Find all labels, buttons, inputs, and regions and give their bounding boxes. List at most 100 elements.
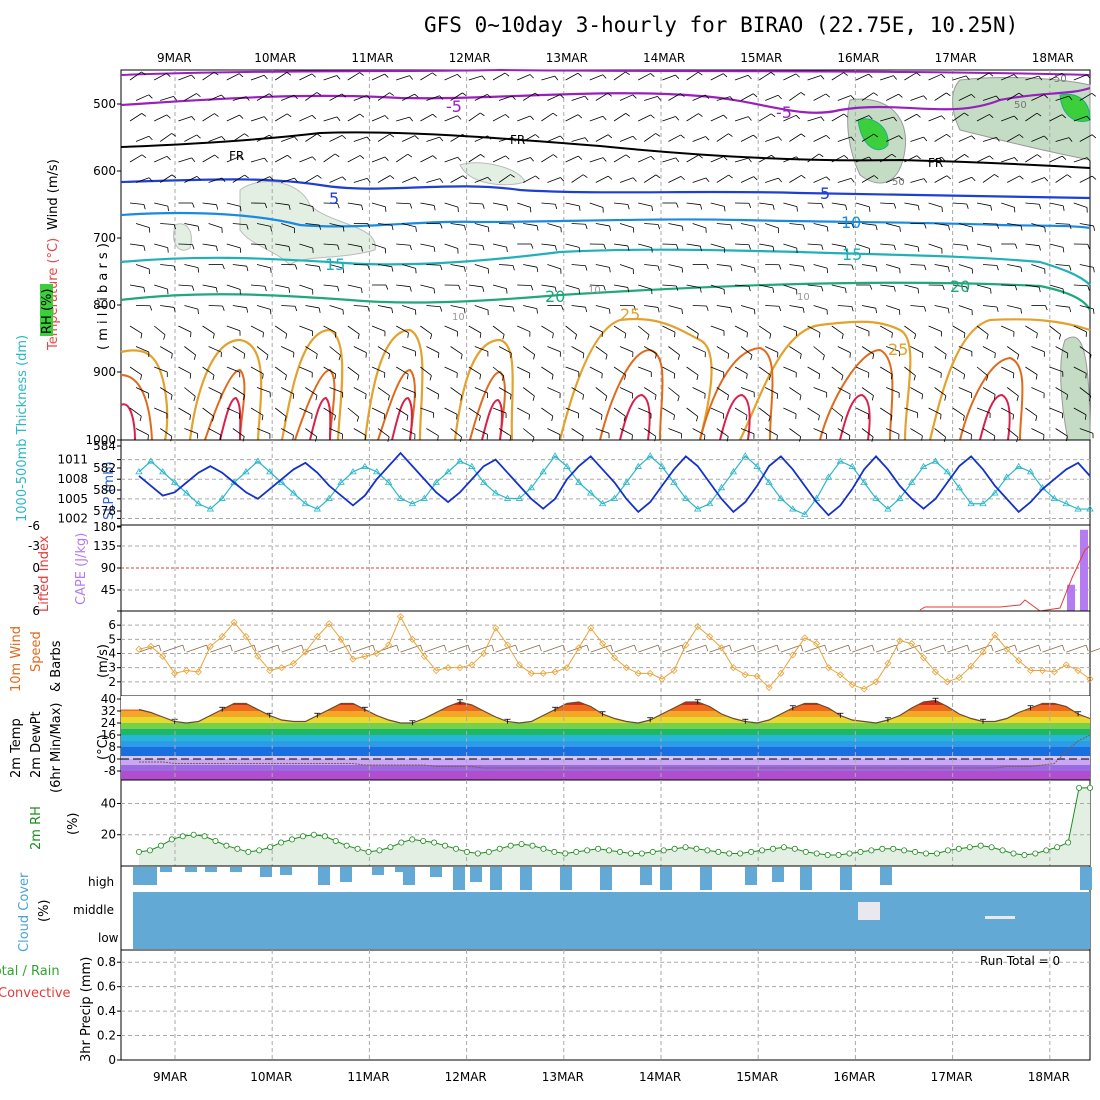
rh2m-marker xyxy=(1054,844,1061,851)
wind-barb-flag xyxy=(723,206,726,212)
wind-barb xyxy=(129,407,142,417)
cloud-low-middle xyxy=(133,892,1090,949)
cloud-high-bar xyxy=(160,867,172,872)
wind-barb-flag xyxy=(409,245,412,251)
wind-barb xyxy=(135,264,150,270)
wind-barb xyxy=(226,284,241,290)
temp-color-band xyxy=(121,723,1090,729)
wind-speed-marker xyxy=(1086,675,1094,683)
date-label-top: 10MAR xyxy=(254,51,296,65)
wind-barb xyxy=(371,407,385,415)
wind-barb-flag xyxy=(535,175,540,180)
wind-barb-flag xyxy=(318,307,321,313)
wind-barb xyxy=(498,346,512,354)
thickness-marker xyxy=(289,489,298,496)
wind-barb-flag xyxy=(655,353,657,359)
wind-speed-marker xyxy=(325,620,333,628)
axis-tick-label: 0 xyxy=(108,1053,116,1067)
wind-barb xyxy=(837,387,851,395)
isotherm-35 xyxy=(120,393,1011,441)
cloud-gap xyxy=(858,902,880,920)
wind-barb-flag xyxy=(429,375,432,381)
rh-axis-label: RH (%) xyxy=(40,289,55,334)
wind-barb-flag xyxy=(995,95,1000,101)
wind-barb-flag xyxy=(778,136,782,141)
rh2m-marker xyxy=(299,833,306,840)
rh2m-marker xyxy=(1032,850,1039,857)
wind-barb-flag xyxy=(1062,155,1067,160)
wind-barb-flag xyxy=(730,224,733,230)
wind-barb-flag xyxy=(462,133,467,138)
wind-barb xyxy=(153,325,166,336)
rh2m-marker xyxy=(562,850,569,857)
wind-barb-flag xyxy=(270,267,272,273)
wind-barb xyxy=(880,202,895,205)
wind-speed-marker xyxy=(1026,666,1035,675)
wind-barb-flag xyxy=(607,134,613,139)
thickness-marker xyxy=(349,468,357,475)
wind-barb-flag xyxy=(748,244,751,250)
thickness-marker xyxy=(967,499,975,507)
rh2m-marker xyxy=(551,848,558,855)
wind-barb-flag xyxy=(1069,224,1072,230)
wind-barb xyxy=(910,305,925,308)
wind-barb-flag xyxy=(821,286,824,292)
wind-barb-flag xyxy=(530,157,534,162)
wind-barb xyxy=(468,202,483,205)
wind-barb-flag xyxy=(415,226,417,232)
wind-barb-flag xyxy=(745,415,748,421)
wind-speed-marker xyxy=(646,669,654,677)
wind-barb xyxy=(789,428,801,438)
wind-barb-flag xyxy=(946,133,951,138)
wind-barb-flag xyxy=(996,265,999,271)
thickness-marker xyxy=(848,462,856,469)
wind-barb xyxy=(154,202,168,207)
wind10m-barb-flag xyxy=(372,644,376,652)
wind-barb xyxy=(619,428,633,436)
thickness-marker xyxy=(1086,505,1094,512)
wind-barb xyxy=(686,407,699,417)
wind-barb-flag xyxy=(286,113,292,118)
wind-barb-flag xyxy=(990,205,993,211)
precip-axis-ticks: 0.80.60.40.20 xyxy=(97,955,121,1067)
wind-barb-flag xyxy=(288,204,291,210)
thickness-marker xyxy=(301,499,310,507)
wind-barb-flag xyxy=(657,224,661,230)
wind-barb-flag xyxy=(170,394,173,400)
wind-barb xyxy=(208,136,222,142)
wind-speed-marker xyxy=(563,664,571,672)
wind-barb xyxy=(934,223,949,226)
wind-barb-flag xyxy=(222,305,225,311)
wind-barb-flag xyxy=(605,354,608,360)
wind-speed-marker xyxy=(967,662,975,670)
isotherm-10 xyxy=(120,211,1091,230)
cloud-unit: (%) xyxy=(37,900,52,923)
wind-barb xyxy=(226,114,240,122)
wind-barb-flag xyxy=(529,115,534,120)
wind-barb xyxy=(154,366,168,373)
wind-barb xyxy=(1079,92,1093,101)
wind-barb xyxy=(1055,137,1070,142)
wind-speed-marker xyxy=(456,664,464,672)
wind-barb-flag xyxy=(365,394,367,400)
rh2m-marker xyxy=(201,833,208,840)
thickness-marker xyxy=(694,505,702,512)
wind-barb xyxy=(886,93,899,101)
wind-barb xyxy=(160,223,175,225)
wind-barb xyxy=(202,71,215,81)
cloud-gap xyxy=(985,916,1015,919)
wind-barb xyxy=(928,366,942,374)
wind-speed-marker xyxy=(955,674,963,682)
wind-barb-flag xyxy=(532,395,535,401)
wind-barb xyxy=(498,387,512,395)
wind-speed-marker xyxy=(266,666,274,675)
rh2m-marker xyxy=(321,833,328,840)
wind-barb-flag xyxy=(966,245,969,251)
cloud-high-bar xyxy=(1080,867,1092,890)
wind-barb-flag xyxy=(940,414,942,420)
date-label-bottom: 14MAR xyxy=(639,1070,681,1084)
wind-barb-flag xyxy=(391,225,394,231)
wind-barb-flag xyxy=(1091,92,1096,97)
wind-barb-flag xyxy=(1019,175,1024,180)
